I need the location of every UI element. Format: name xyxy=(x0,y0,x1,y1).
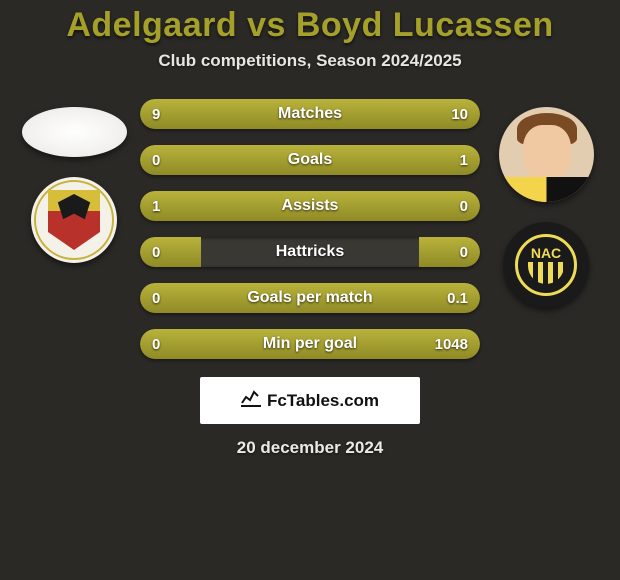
bar-value-right: 1 xyxy=(460,145,468,175)
stat-bar: 10Assists xyxy=(140,191,480,221)
source-box: FcTables.com xyxy=(200,377,420,424)
bar-value-right: 1048 xyxy=(435,329,468,359)
bar-fill-left xyxy=(140,145,201,175)
bar-fill-left xyxy=(140,99,300,129)
page-title: Adelgaard vs Boyd Lucassen xyxy=(66,6,553,45)
right-column: NAC xyxy=(490,97,602,308)
stat-bar: 01Goals xyxy=(140,145,480,175)
stat-bars: 910Matches01Goals10Assists00Hattricks00.… xyxy=(140,97,480,359)
player-avatar-left xyxy=(22,107,127,157)
bar-value-left: 0 xyxy=(152,283,160,313)
bar-fill-left xyxy=(140,329,201,359)
bar-value-left: 0 xyxy=(152,237,160,267)
stat-bar: 01048Min per goal xyxy=(140,329,480,359)
club-crest-left xyxy=(31,177,117,263)
stat-bar: 00.1Goals per match xyxy=(140,283,480,313)
bar-fill-right xyxy=(419,191,480,221)
date-line: 20 december 2024 xyxy=(237,438,384,458)
bar-fill-right xyxy=(201,145,480,175)
bar-value-left: 1 xyxy=(152,191,160,221)
bar-fill-left xyxy=(140,237,201,267)
bar-value-right: 0 xyxy=(460,191,468,221)
stat-bar: 00Hattricks xyxy=(140,237,480,267)
bar-value-right: 0 xyxy=(460,237,468,267)
avatar-face xyxy=(523,125,571,181)
left-column xyxy=(18,97,130,263)
club-crest-right: NAC xyxy=(503,222,589,308)
bar-value-left: 0 xyxy=(152,145,160,175)
stat-bar: 910Matches xyxy=(140,99,480,129)
bar-value-right: 0.1 xyxy=(447,283,468,313)
eagle-icon xyxy=(56,194,92,222)
bar-fill-right xyxy=(419,237,480,267)
bar-fill-left xyxy=(140,191,419,221)
comparison-card: Adelgaard vs Boyd Lucassen Club competit… xyxy=(0,0,620,458)
nac-label: NAC xyxy=(531,246,561,260)
nac-badge: NAC xyxy=(515,234,577,296)
chart-icon xyxy=(241,389,261,412)
bar-fill-right xyxy=(201,283,480,313)
source-label: FcTables.com xyxy=(267,391,379,411)
crest-stripes xyxy=(528,262,564,284)
bar-value-left: 9 xyxy=(152,99,160,129)
bar-fill-left xyxy=(140,283,201,313)
subtitle: Club competitions, Season 2024/2025 xyxy=(158,51,461,71)
player-avatar-right xyxy=(499,107,594,202)
bar-value-left: 0 xyxy=(152,329,160,359)
bar-value-right: 10 xyxy=(451,99,468,129)
main-area: 910Matches01Goals10Assists00Hattricks00.… xyxy=(0,97,620,359)
avatar-shirt xyxy=(499,177,594,202)
